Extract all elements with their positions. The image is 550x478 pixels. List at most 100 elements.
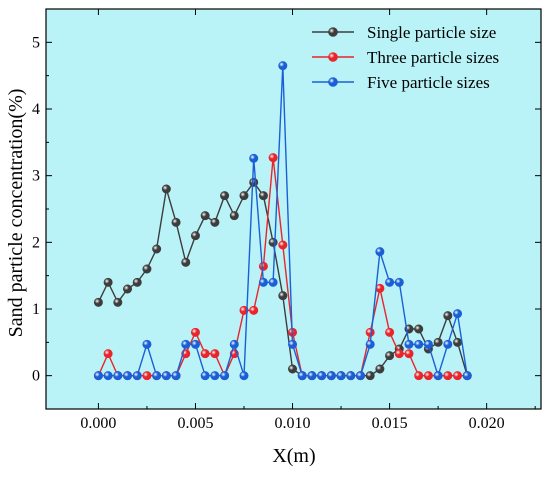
- data-point: [433, 337, 443, 347]
- data-point: [258, 191, 268, 201]
- data-point: [103, 349, 113, 359]
- data-point: [365, 339, 375, 349]
- data-point: [200, 371, 210, 381]
- data-point: [423, 371, 433, 381]
- data-point: [297, 371, 307, 381]
- data-point: [268, 237, 278, 247]
- data-point: [103, 277, 113, 287]
- data-point: [239, 371, 249, 381]
- data-point: [220, 191, 230, 201]
- data-point: [278, 240, 288, 250]
- legend-label: Three particle sizes: [367, 48, 499, 67]
- data-point: [385, 277, 395, 287]
- y-tick-label: 4: [32, 101, 40, 118]
- data-point: [220, 371, 230, 381]
- y-tick-label: 2: [32, 234, 40, 251]
- data-point: [113, 371, 123, 381]
- data-point: [181, 339, 191, 349]
- data-point: [239, 191, 249, 201]
- data-point: [453, 371, 463, 381]
- data-point: [132, 371, 142, 381]
- data-point: [249, 305, 259, 315]
- data-point: [414, 371, 424, 381]
- data-point: [462, 371, 472, 381]
- data-point: [355, 371, 365, 381]
- y-tick-label: 3: [32, 168, 40, 185]
- data-point: [190, 339, 200, 349]
- x-axis-label: X(m): [272, 445, 315, 467]
- data-point: [278, 61, 288, 71]
- data-point: [171, 217, 181, 227]
- data-point: [152, 244, 162, 254]
- y-tick-label: 5: [32, 34, 40, 51]
- data-point: [375, 247, 385, 257]
- x-tick-label: 0.000: [80, 415, 116, 432]
- x-tick-label: 0.015: [372, 415, 408, 432]
- data-point: [200, 349, 210, 359]
- data-point: [229, 339, 239, 349]
- data-point: [103, 371, 113, 381]
- data-point: [142, 264, 152, 274]
- data-point: [404, 349, 414, 359]
- data-point: [443, 311, 453, 321]
- data-point: [423, 339, 433, 349]
- data-point: [190, 327, 200, 337]
- data-point: [132, 277, 142, 287]
- data-point: [375, 364, 385, 374]
- data-point: [93, 371, 103, 381]
- x-tick-label: 0.020: [469, 415, 505, 432]
- legend-label: Five particle sizes: [367, 73, 490, 92]
- data-point: [404, 339, 414, 349]
- data-point: [123, 371, 133, 381]
- data-point: [414, 324, 424, 334]
- data-point: [365, 371, 375, 381]
- data-point: [443, 339, 453, 349]
- data-point: [385, 351, 395, 361]
- data-point: [229, 211, 239, 221]
- data-point: [394, 277, 404, 287]
- data-point: [258, 261, 268, 271]
- data-point: [161, 371, 171, 381]
- y-axis-label: Sand particle concentration(%): [5, 89, 27, 338]
- data-point: [258, 277, 268, 287]
- data-point: [268, 153, 278, 163]
- data-point: [453, 337, 463, 347]
- data-point: [385, 327, 395, 337]
- data-point: [210, 217, 220, 227]
- data-point: [93, 297, 103, 307]
- legend-marker: [328, 52, 338, 62]
- data-point: [249, 153, 259, 163]
- data-point: [210, 371, 220, 381]
- y-tick-label: 1: [32, 301, 40, 318]
- data-point: [288, 339, 298, 349]
- data-point: [142, 339, 152, 349]
- data-point: [142, 371, 152, 381]
- data-point: [317, 371, 327, 381]
- x-tick-label: 0.010: [275, 415, 311, 432]
- data-point: [414, 339, 424, 349]
- data-point: [181, 257, 191, 267]
- data-point: [249, 177, 259, 187]
- data-point: [453, 309, 463, 319]
- data-point: [365, 327, 375, 337]
- data-point: [200, 211, 210, 221]
- data-point: [346, 371, 356, 381]
- data-point: [394, 349, 404, 359]
- y-tick-label: 0: [32, 368, 40, 385]
- data-point: [190, 231, 200, 241]
- data-point: [210, 349, 220, 359]
- data-point: [326, 371, 336, 381]
- data-point: [278, 291, 288, 301]
- legend-marker: [328, 77, 338, 87]
- data-point: [443, 371, 453, 381]
- data-point: [307, 371, 317, 381]
- data-point: [152, 371, 162, 381]
- data-point: [123, 284, 133, 294]
- data-point: [433, 371, 443, 381]
- data-point: [161, 184, 171, 194]
- x-tick-label: 0.005: [177, 415, 213, 432]
- data-point: [171, 371, 181, 381]
- legend-marker: [328, 27, 338, 37]
